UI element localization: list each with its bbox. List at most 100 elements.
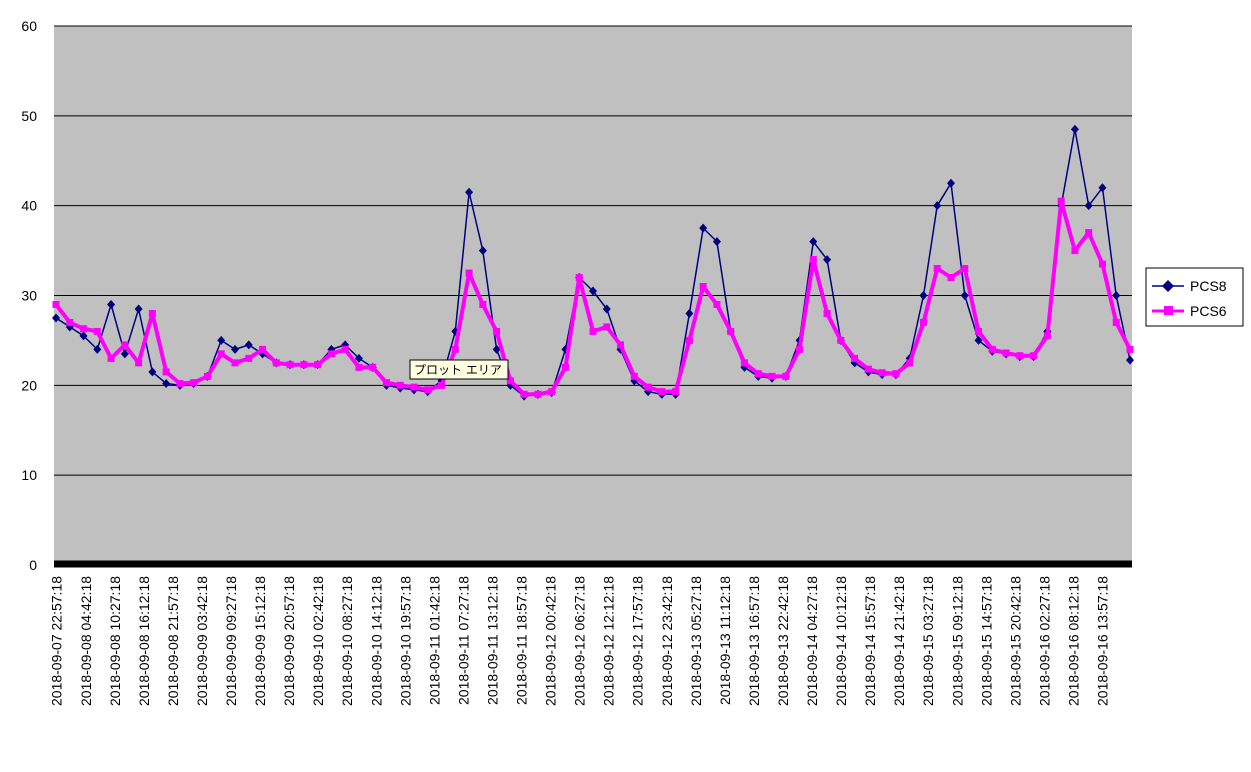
data-point-pcs6 (1098, 260, 1106, 268)
data-point-pcs6 (630, 372, 638, 380)
x-tick-label: 2018-09-13 16:57:18 (746, 576, 762, 706)
data-point-pcs8 (148, 367, 157, 377)
x-tick-label: 2018-09-09 15:12:18 (252, 576, 268, 706)
data-point-pcs8 (960, 291, 969, 300)
x-tick-label: 2018-09-09 09:27:18 (223, 576, 239, 706)
data-point-pcs8 (1098, 183, 1107, 193)
data-point-pcs8 (492, 344, 501, 354)
x-tick-label: 2018-09-08 16:12:18 (136, 576, 152, 706)
x-tick-label: 2018-09-09 03:42:18 (194, 576, 210, 706)
data-point-pcs6 (286, 361, 294, 369)
x-tick-label: 2018-09-12 00:42:18 (543, 576, 559, 706)
x-tick-label: 2018-09-15 20:42:18 (1007, 576, 1023, 706)
data-point-pcs8 (823, 255, 832, 265)
data-point-pcs6 (300, 361, 308, 369)
data-point-pcs6 (396, 381, 404, 389)
data-point-pcs6 (493, 327, 501, 335)
data-point-pcs6 (713, 300, 721, 308)
legend-marker-pcs6 (1164, 306, 1173, 315)
tooltip-text: プロット エリア (414, 363, 502, 377)
data-point-pcs6 (465, 269, 473, 277)
data-point-pcs6 (355, 363, 363, 371)
x-axis-tick-labels: 2018-09-07 22:57:18 2018-09-08 04:42:18 20… (49, 576, 1111, 706)
data-point-pcs6 (520, 390, 528, 398)
data-point-pcs6 (644, 383, 652, 391)
data-point-pcs8 (231, 344, 239, 354)
data-point-pcs6 (892, 370, 900, 378)
data-point-pcs8 (933, 201, 942, 211)
data-point-pcs6 (410, 383, 418, 391)
data-point-pcs8 (107, 299, 116, 309)
data-point-pcs8 (589, 286, 597, 296)
data-point-pcs6 (851, 354, 859, 362)
data-point-pcs8 (354, 353, 363, 363)
data-point-pcs6 (190, 379, 198, 387)
data-point-pcs6 (589, 327, 597, 335)
data-point-pcs8 (465, 187, 474, 197)
y-tick-label: 60 (21, 18, 37, 34)
data-point-pcs6 (272, 359, 280, 367)
data-point-pcs6 (121, 341, 129, 349)
y-tick-label: 30 (21, 288, 37, 304)
data-point-pcs6 (80, 325, 88, 333)
data-point-pcs6 (451, 345, 459, 353)
x-tick-label: 2018-09-10 19:57:18 (397, 576, 413, 706)
data-point-pcs8 (162, 379, 171, 389)
data-point-pcs6 (561, 363, 569, 371)
data-point-pcs6 (603, 323, 611, 331)
x-tick-label: 2018-09-14 10:12:18 (833, 576, 849, 706)
data-point-pcs8 (1070, 124, 1079, 134)
x-tick-label: 2018-09-13 11:12:18 (717, 576, 733, 705)
legend-entry-pcs8: PCS8 (1152, 278, 1227, 294)
data-point-pcs6 (382, 379, 390, 387)
data-point-pcs6 (148, 309, 156, 317)
x-tick-label: 2018-09-07 22:57:18 (49, 576, 65, 706)
data-point-pcs8 (685, 308, 694, 318)
data-point-pcs8 (478, 246, 487, 256)
y-axis-tick-labels: 0 10 20 30 40 50 60 (21, 18, 37, 573)
x-tick-label: 2018-09-15 03:27:18 (920, 576, 936, 706)
x-tick-label: 2018-09-08 10:27:18 (107, 576, 123, 706)
data-point-pcs8 (602, 304, 611, 314)
tooltip-box (409, 359, 509, 380)
legend[interactable]: PCS8 PCS6 (1145, 267, 1244, 327)
data-point-pcs8 (974, 335, 983, 345)
data-point-pcs6 (933, 265, 941, 273)
x-tick-label: 2018-09-13 22:42:18 (775, 576, 791, 706)
data-point-pcs6 (245, 354, 253, 362)
data-point-pcs6 (479, 300, 487, 308)
data-point-pcs6 (699, 283, 707, 291)
x-tick-label: 2018-09-08 21:57:18 (165, 576, 181, 706)
data-point-pcs6 (217, 350, 225, 358)
data-point-pcs8 (712, 237, 721, 247)
x-tick-label: 2018-09-11 13:12:18 (484, 576, 500, 705)
data-point-pcs6 (176, 380, 184, 388)
data-point-pcs6 (1112, 318, 1120, 326)
x-tick-label: 2018-09-11 01:42:18 (426, 576, 442, 705)
data-point-pcs6 (1085, 229, 1093, 237)
data-point-pcs6 (658, 388, 666, 396)
data-point-pcs6 (864, 365, 872, 373)
data-point-pcs6 (135, 359, 143, 367)
data-point-pcs6 (782, 372, 790, 380)
y-tick-label: 10 (21, 467, 37, 483)
x-tick-label: 2018-09-14 15:57:18 (862, 576, 878, 706)
data-point-pcs6 (988, 345, 996, 353)
x-tick-label: 2018-09-14 04:27:18 (804, 576, 820, 706)
data-point-pcs6 (534, 390, 542, 398)
data-point-pcs6 (438, 381, 446, 389)
legend-label-pcs8: PCS8 (1190, 278, 1227, 294)
data-point-pcs6 (617, 341, 625, 349)
data-point-pcs6 (906, 359, 914, 367)
data-point-pcs6 (1043, 332, 1051, 340)
data-point-pcs6 (1002, 349, 1010, 357)
data-point-pcs6 (685, 336, 693, 344)
x-tick-label: 2018-09-09 20:57:18 (281, 576, 297, 706)
data-point-pcs6 (672, 388, 680, 396)
data-point-pcs8 (699, 223, 708, 233)
x-tick-label: 2018-09-16 13:57:18 (1095, 576, 1111, 706)
x-tick-label: 2018-09-12 12:12:18 (601, 576, 617, 706)
x-tick-label: 2018-09-12 06:27:18 (572, 576, 588, 706)
data-point-pcs6 (837, 336, 845, 344)
